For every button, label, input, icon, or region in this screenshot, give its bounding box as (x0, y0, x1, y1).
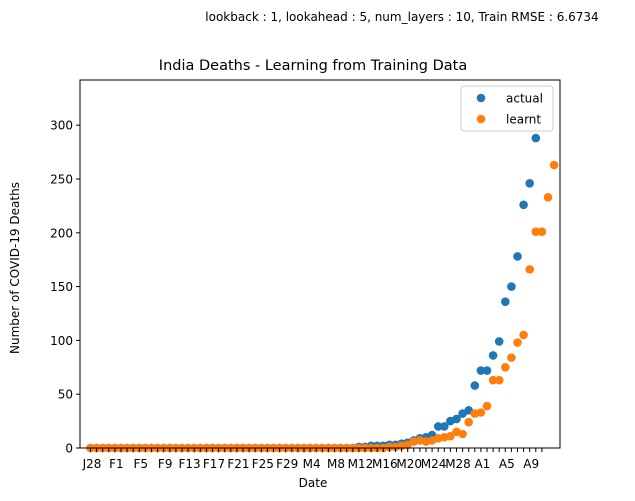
x-tick-label: F29 (276, 457, 298, 471)
data-point-learnt (519, 330, 528, 340)
chart-title: India Deaths - Learning from Training Da… (159, 58, 467, 74)
x-tick-label: M4 (303, 457, 321, 471)
y-axis: 0 50 100 150 200 250 300 (50, 119, 80, 456)
data-point-actual (476, 366, 486, 375)
x-tick-label: A5 (499, 457, 515, 471)
figure-suptitle: lookback : 1, lookahead : 5, num_layers … (205, 10, 598, 24)
data-point-learnt (531, 227, 541, 237)
legend-marker-learnt (476, 114, 486, 124)
x-tick-label: J28 (82, 457, 102, 471)
data-point-actual (440, 422, 449, 431)
data-point-actual (513, 252, 522, 261)
data-point-actual (488, 351, 498, 360)
data-point-learnt (525, 265, 534, 274)
x-tick-label: F9 (158, 457, 173, 471)
y-tick-label: 150 (50, 280, 73, 294)
data-point-learnt (446, 431, 455, 441)
x-tick-label: M16 (372, 457, 398, 471)
data-point-learnt (494, 375, 504, 385)
data-point-actual (482, 366, 492, 375)
data-point-learnt (482, 401, 492, 411)
y-tick-label: 100 (50, 334, 73, 348)
data-point-learnt (537, 227, 547, 237)
x-tick-label: F25 (252, 457, 274, 471)
x-tick-label: F13 (179, 457, 201, 471)
x-tick-label: A9 (523, 457, 539, 471)
data-point-actual (501, 297, 510, 306)
data-point-actual (519, 200, 528, 210)
data-point-learnt (458, 429, 467, 439)
x-axis: J28 F1 F5 F9 F13 F17 F21 F25 F29 M4 M8 M12M16M20M24… (82, 448, 543, 471)
x-tick-label: M28 (445, 457, 471, 471)
series-actual (86, 133, 541, 453)
legend-label-actual: actual (506, 92, 543, 106)
legend: actual learnt (460, 85, 554, 132)
data-point-learnt (507, 353, 516, 362)
plot-area (86, 133, 559, 453)
y-tick-label: 250 (50, 172, 73, 186)
data-point-actual (470, 381, 480, 390)
x-tick-label: F21 (227, 457, 249, 471)
data-point-actual (507, 282, 516, 291)
data-point-actual (452, 414, 461, 424)
data-point-learnt (476, 408, 486, 417)
legend-label-learnt: learnt (506, 113, 541, 127)
y-tick-label: 0 (65, 442, 73, 456)
series-learnt (86, 160, 559, 453)
data-point-learnt (501, 362, 510, 372)
y-axis-label: Number of COVID-19 Deaths (8, 182, 22, 354)
data-point-learnt (543, 192, 553, 202)
y-tick-label: 300 (50, 119, 73, 133)
data-point-actual (494, 337, 504, 346)
data-point-learnt (385, 442, 394, 452)
legend-marker-actual (476, 93, 486, 103)
x-tick-label: M24 (421, 457, 447, 471)
x-tick-label: F1 (109, 457, 124, 471)
data-point-learnt (549, 160, 559, 170)
data-point-actual (525, 178, 534, 188)
y-tick-label: 200 (50, 226, 73, 240)
data-point-actual (433, 422, 443, 431)
data-point-learnt (488, 375, 498, 385)
x-tick-label: M8 (327, 457, 345, 471)
x-tick-label: M12 (348, 457, 374, 471)
x-tick-label: F5 (134, 457, 149, 471)
data-point-learnt (513, 338, 522, 347)
data-point-actual (531, 133, 541, 143)
x-tick-label: F17 (203, 457, 225, 471)
x-tick-label: M20 (396, 457, 422, 471)
x-tick-label: A1 (474, 457, 490, 471)
y-tick-label: 50 (58, 388, 73, 402)
axes-frame (79, 79, 561, 449)
x-axis-label: Date (299, 476, 328, 490)
data-point-learnt (464, 417, 474, 427)
